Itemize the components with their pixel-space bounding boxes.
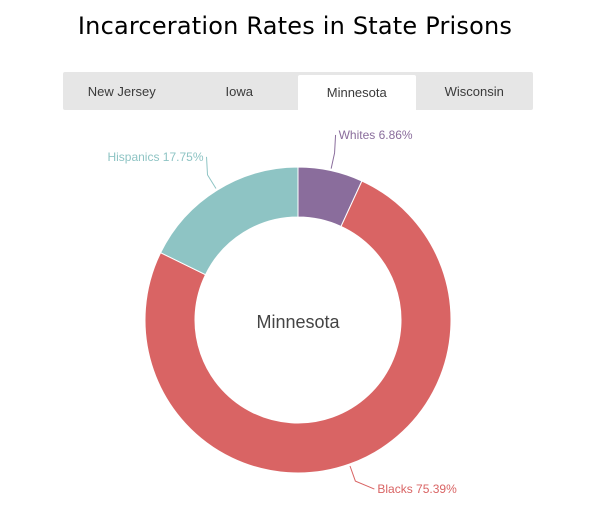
tab-wisconsin[interactable]: Wisconsin — [444, 83, 504, 99]
leader-line-hispanics — [206, 156, 217, 189]
leader-line-whites — [330, 134, 337, 169]
tab-minnesota[interactable]: Minnesota — [298, 75, 416, 110]
leader-line-blacks — [349, 465, 375, 490]
tab-new-jersey[interactable]: New Jersey — [87, 83, 156, 99]
slice-label-hispanics: Hispanics 17.75% — [107, 150, 203, 164]
slice-blacks[interactable] — [144, 180, 452, 474]
slice-label-blacks: Blacks 75.39% — [377, 482, 457, 496]
slice-label-whites: Whites 6.86% — [339, 128, 413, 142]
tab-iowa[interactable]: Iowa — [225, 83, 253, 99]
slice-hispanics[interactable] — [159, 166, 299, 276]
donut-center-label: Minnesota — [256, 312, 340, 332]
state-tabs: New Jersey Iowa Minnesota Wisconsin — [63, 72, 533, 110]
page-title: Incarceration Rates in State Prisons — [77, 12, 513, 40]
